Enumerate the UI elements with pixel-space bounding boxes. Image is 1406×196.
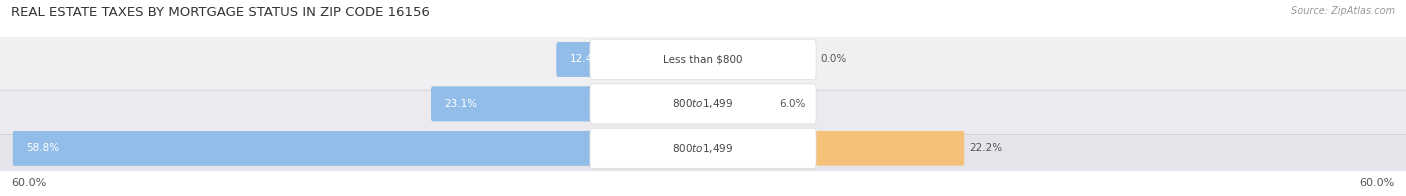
FancyBboxPatch shape xyxy=(13,131,704,166)
Text: 22.2%: 22.2% xyxy=(969,143,1002,153)
Text: 6.0%: 6.0% xyxy=(779,99,806,109)
FancyBboxPatch shape xyxy=(0,29,1406,90)
FancyBboxPatch shape xyxy=(13,131,593,166)
FancyBboxPatch shape xyxy=(432,87,704,121)
Text: 60.0%: 60.0% xyxy=(1360,178,1395,188)
FancyBboxPatch shape xyxy=(432,87,593,121)
FancyBboxPatch shape xyxy=(591,39,815,79)
Text: 0.0%: 0.0% xyxy=(820,54,846,64)
FancyBboxPatch shape xyxy=(0,73,1406,134)
FancyBboxPatch shape xyxy=(702,87,775,121)
Text: Source: ZipAtlas.com: Source: ZipAtlas.com xyxy=(1291,6,1395,16)
Text: REAL ESTATE TAXES BY MORTGAGE STATUS IN ZIP CODE 16156: REAL ESTATE TAXES BY MORTGAGE STATUS IN … xyxy=(11,6,430,19)
FancyBboxPatch shape xyxy=(591,84,815,124)
Text: 58.8%: 58.8% xyxy=(25,143,59,153)
Text: 12.4%: 12.4% xyxy=(569,54,603,64)
FancyBboxPatch shape xyxy=(702,131,965,166)
Text: $800 to $1,499: $800 to $1,499 xyxy=(672,97,734,110)
Text: 23.1%: 23.1% xyxy=(444,99,477,109)
FancyBboxPatch shape xyxy=(557,42,704,77)
FancyBboxPatch shape xyxy=(591,128,815,168)
FancyBboxPatch shape xyxy=(557,42,593,77)
Text: 60.0%: 60.0% xyxy=(11,178,46,188)
Text: $800 to $1,499: $800 to $1,499 xyxy=(672,142,734,155)
FancyBboxPatch shape xyxy=(0,118,1406,179)
Text: Less than $800: Less than $800 xyxy=(664,54,742,64)
